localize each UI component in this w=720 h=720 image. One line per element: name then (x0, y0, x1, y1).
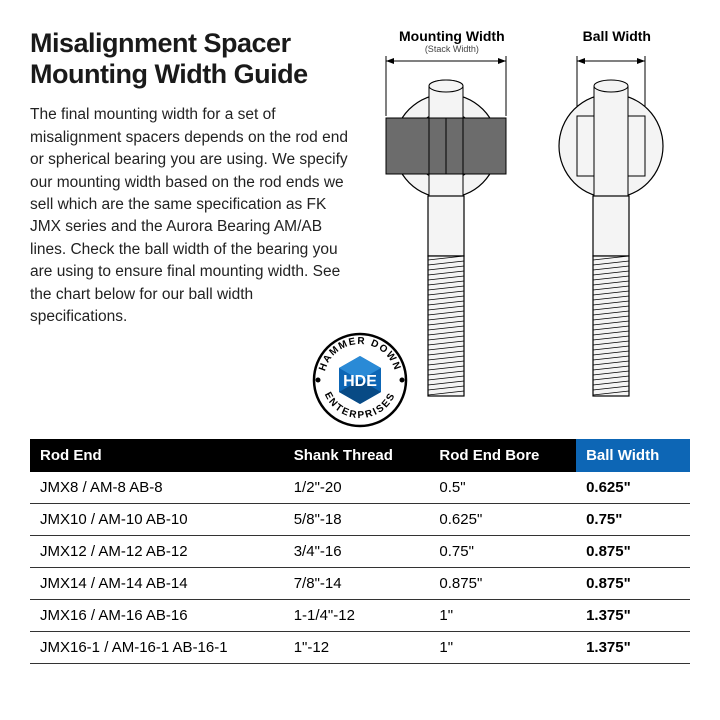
cell-bore: 0.875" (429, 568, 576, 600)
cell-shank: 1"-12 (284, 632, 430, 664)
col-shank-thread: Shank Thread (284, 439, 430, 472)
table-header-row: Rod End Shank Thread Rod End Bore Ball W… (30, 439, 690, 472)
cell-bore: 0.75" (429, 536, 576, 568)
cell-ball-width: 1.375" (576, 600, 690, 632)
cell-shank: 1/2"-20 (284, 472, 430, 504)
cell-rod-end: JMX10 / AM-10 AB-10 (30, 504, 284, 536)
ball-width-label: Ball Width (583, 28, 651, 54)
cell-ball-width: 0.625" (576, 472, 690, 504)
cell-shank: 3/4"-16 (284, 536, 430, 568)
table-row: JMX10 / AM-10 AB-105/8"-180.625"0.75" (30, 504, 690, 536)
cell-ball-width: 0.875" (576, 568, 690, 600)
stack-width-sublabel: (Stack Width) (399, 44, 505, 54)
table-row: JMX14 / AM-14 AB-147/8"-140.875"0.875" (30, 568, 690, 600)
cell-ball-width: 1.375" (576, 632, 690, 664)
table-row: JMX16 / AM-16 AB-161-1/4"-121"1.375" (30, 600, 690, 632)
cell-rod-end: JMX12 / AM-12 AB-12 (30, 536, 284, 568)
table-row: JMX12 / AM-12 AB-123/4"-160.75"0.875" (30, 536, 690, 568)
table-row: JMX8 / AM-8 AB-81/2"-200.5"0.625" (30, 472, 690, 504)
cell-rod-end: JMX16-1 / AM-16-1 AB-16-1 (30, 632, 284, 664)
svg-text:HDE: HDE (343, 373, 377, 390)
col-rod-end: Rod End (30, 439, 284, 472)
spec-table: Rod End Shank Thread Rod End Bore Ball W… (30, 439, 690, 664)
cell-shank: 7/8"-14 (284, 568, 430, 600)
cell-bore: 1" (429, 632, 576, 664)
hammer-down-logo: HAMMER DOWN ENTERPRISES HDE (310, 330, 410, 430)
page-title: Misalignment Spacer Mounting Width Guide (30, 28, 350, 90)
cell-rod-end: JMX16 / AM-16 AB-16 (30, 600, 284, 632)
cell-bore: 0.625" (429, 504, 576, 536)
cell-rod-end: JMX8 / AM-8 AB-8 (30, 472, 284, 504)
cell-bore: 0.5" (429, 472, 576, 504)
cell-rod-end: JMX14 / AM-14 AB-14 (30, 568, 284, 600)
description-text: The final mounting width for a set of mi… (30, 104, 350, 329)
cell-shank: 1-1/4"-12 (284, 600, 430, 632)
cell-ball-width: 0.75" (576, 504, 690, 536)
cell-shank: 5/8"-18 (284, 504, 430, 536)
cell-bore: 1" (429, 600, 576, 632)
col-ball-width: Ball Width (576, 439, 690, 472)
table-row: JMX16-1 / AM-16-1 AB-16-11"-121"1.375" (30, 632, 690, 664)
mounting-width-label: Mounting Width (Stack Width) (399, 28, 505, 54)
cell-ball-width: 0.875" (576, 536, 690, 568)
col-rod-end-bore: Rod End Bore (429, 439, 576, 472)
